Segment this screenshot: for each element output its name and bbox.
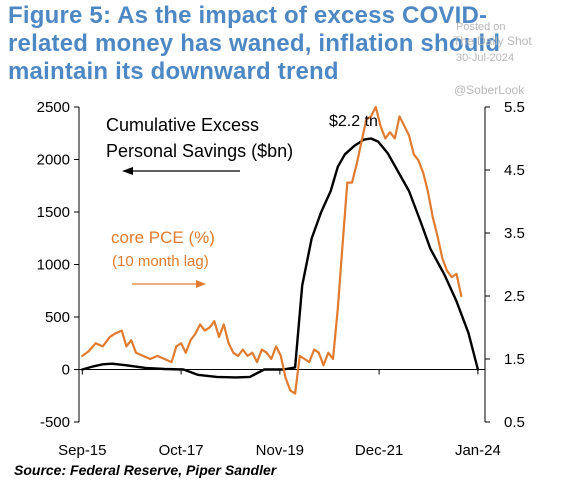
x-tick-label: Sep-15	[58, 442, 106, 459]
x-tick-label: Jan-24	[455, 442, 501, 459]
left-tick-label: 0	[62, 362, 70, 379]
chart-annotations: Cumulative Excess Personal Savings ($bn)…	[106, 113, 378, 288]
x-tick-label: Dec-21	[355, 442, 403, 459]
savings-label-line2: Personal Savings ($bn)	[106, 141, 293, 161]
right-tick-label: 5.5	[504, 99, 525, 116]
watermark-site: The Daily Shot	[453, 34, 532, 48]
watermark-posted: Posted on	[456, 21, 506, 33]
pce-label-line1: core PCE (%)	[111, 228, 215, 247]
right-tick-label: 1.5	[504, 351, 525, 368]
x-tick-label: Nov-19	[256, 442, 304, 459]
right-tick-label: 3.5	[504, 225, 525, 242]
right-arrow-icon	[132, 280, 206, 288]
source-note: Source: Federal Reserve, Piper Sandler	[14, 462, 277, 478]
chart-title: Figure 5: As the impact of excess COVID-…	[8, 2, 501, 85]
left-tick-label: 1500	[37, 204, 70, 221]
x-tick-label: Oct-17	[159, 442, 204, 459]
left-tick-label: 1000	[37, 257, 70, 274]
left-tick-label: 500	[45, 309, 70, 326]
savings-label-line1: Cumulative Excess	[106, 115, 259, 135]
savings-series-line	[81, 137, 480, 379]
right-tick-label: 0.5	[504, 414, 525, 431]
watermark-date: 30-Jul-2024	[456, 52, 515, 64]
watermark-handle: @SoberLook	[454, 83, 525, 97]
left-tick-label: 2500	[37, 99, 70, 116]
right-tick-label: 2.5	[504, 288, 525, 305]
pce-label-line2: (10 month lag)	[112, 253, 209, 270]
left-tick-label: 2000	[37, 152, 70, 169]
left-tick-label: -500	[40, 414, 70, 431]
left-arrow-icon	[122, 167, 240, 175]
right-tick-label: 4.5	[504, 162, 525, 179]
pce-series-line	[81, 105, 463, 395]
peak-label: $2.2 tn	[329, 113, 378, 130]
chart-lines	[81, 105, 480, 395]
chart-axes: 2500 2000 1500 1000 500 0 -500 5.5 4.5 3.5 2.5 1.5 0…	[37, 99, 525, 459]
